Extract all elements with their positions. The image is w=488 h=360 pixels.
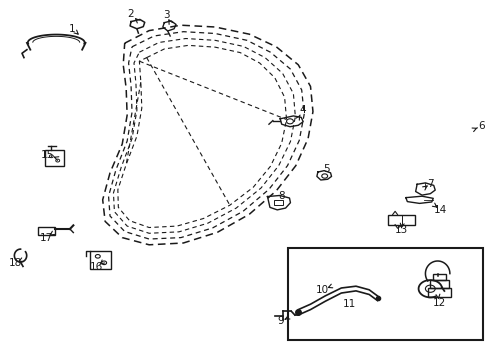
Text: 5: 5 <box>323 164 329 174</box>
Text: 15: 15 <box>41 150 55 160</box>
Bar <box>429 280 448 288</box>
Text: 10: 10 <box>316 285 328 295</box>
Text: 8: 8 <box>277 191 284 201</box>
Text: 14: 14 <box>432 204 446 215</box>
Text: 17: 17 <box>40 233 53 243</box>
Bar <box>45 150 63 166</box>
Text: 7: 7 <box>426 179 433 189</box>
Text: 2: 2 <box>127 9 134 19</box>
Text: 11: 11 <box>342 299 356 309</box>
Bar <box>427 288 450 297</box>
Text: 18: 18 <box>9 258 22 268</box>
Text: 12: 12 <box>431 298 445 308</box>
Text: 16: 16 <box>90 262 103 272</box>
Text: 9: 9 <box>277 316 284 326</box>
Text: 6: 6 <box>477 121 484 131</box>
Bar <box>90 251 111 269</box>
Text: 3: 3 <box>163 10 169 20</box>
Bar <box>273 200 282 205</box>
Bar <box>38 227 55 235</box>
Bar <box>287 248 482 340</box>
Bar <box>387 215 414 225</box>
Text: 4: 4 <box>299 105 306 115</box>
Text: 1: 1 <box>69 24 76 34</box>
Bar <box>432 274 446 280</box>
Text: 13: 13 <box>393 225 407 235</box>
